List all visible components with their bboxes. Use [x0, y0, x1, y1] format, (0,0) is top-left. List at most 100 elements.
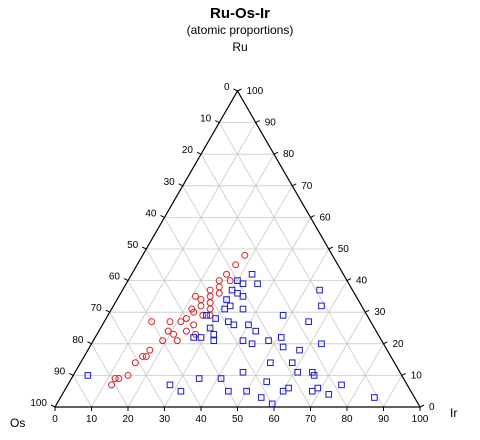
data-point-circle	[111, 375, 119, 383]
tick-label-ru: 90	[265, 118, 277, 129]
data-point-square	[195, 375, 203, 382]
grid-line-ir	[346, 343, 384, 408]
grid-line-ir	[310, 311, 366, 408]
tick-mark-ru	[419, 404, 425, 408]
tick-label-ir: 50	[232, 414, 244, 425]
tick-label-os: 30	[164, 177, 176, 188]
data-point-circle	[173, 337, 181, 345]
tick-mark-os	[105, 309, 110, 313]
data-point-circle	[148, 318, 156, 326]
grid-line-os	[182, 185, 311, 408]
grid-line-os	[218, 122, 384, 408]
tick-label-ru: 50	[338, 244, 350, 255]
tick-label-ru: 30	[374, 307, 386, 318]
tick-mark-ru	[255, 120, 260, 124]
data-point-square	[318, 340, 325, 348]
data-point-square	[263, 378, 270, 386]
tick-mark-os	[123, 278, 129, 282]
data-point-circle	[166, 318, 174, 326]
data-point-circle	[182, 327, 190, 335]
tick-mark-ru	[365, 309, 370, 313]
data-point-square	[248, 340, 256, 348]
tick-label-ru: 20	[393, 339, 405, 350]
data-point-square	[239, 293, 247, 300]
data-point-circle	[206, 305, 214, 313]
data-point-circle	[199, 311, 207, 319]
data-point-square	[318, 302, 325, 310]
tick-label-layer: 0 0 0 10 10 10 20 20 20 30 30 30 40 40 40 50 50 50 60 60 60 7…	[30, 82, 435, 425]
data-point-square	[325, 391, 333, 398]
data-point-square	[84, 372, 92, 379]
data-point-circle	[226, 277, 234, 285]
vertex-label-left: Os	[10, 416, 26, 430]
grid-line-os	[109, 311, 165, 408]
data-point-square	[234, 289, 241, 297]
data-point-square	[212, 315, 219, 322]
data-point-square	[217, 375, 225, 382]
data-point-square	[206, 324, 214, 332]
tick-mark-ru	[346, 278, 352, 282]
grid-line-os	[72, 375, 92, 408]
tick-label-os: 50	[127, 240, 139, 251]
data-point-square	[243, 387, 250, 395]
grid-line-os	[145, 248, 238, 408]
tick-mark-os	[160, 214, 165, 218]
axis-layer	[50, 88, 425, 411]
tick-mark-os	[178, 183, 183, 187]
data-point-square	[177, 387, 185, 395]
tick-mark-os	[69, 372, 74, 376]
data-point-square	[278, 334, 285, 341]
data-point-square	[338, 381, 345, 389]
tick-mark-ru	[292, 183, 297, 187]
data-point-square	[254, 280, 261, 288]
tick-label-os: 0	[224, 82, 230, 93]
data-point-square	[239, 368, 247, 376]
data-point-square	[203, 312, 210, 319]
grid-line-ir	[91, 122, 257, 408]
data-point-square	[197, 334, 205, 341]
data-point-circle	[215, 283, 223, 291]
data-point-circle	[223, 270, 231, 278]
tick-label-ru: 10	[411, 370, 423, 381]
data-point-circle	[159, 337, 167, 345]
tick-label-ir: 60	[268, 414, 280, 425]
data-point-square	[223, 296, 230, 303]
tick-mark-ru	[328, 246, 333, 250]
data-point-square	[225, 387, 232, 395]
chart-title: Ru-Os-Ir	[210, 5, 270, 22]
tick-label-ir: 80	[341, 414, 353, 425]
tick-mark-os	[50, 404, 56, 408]
data-point-square	[309, 387, 316, 395]
grid-layer	[72, 122, 403, 408]
tick-mark-ru	[310, 214, 315, 218]
data-point-square	[305, 318, 312, 325]
tick-mark-os	[196, 151, 202, 155]
data-point-square	[296, 346, 303, 354]
data-point-square	[239, 337, 247, 344]
vertex-label-right: Ir	[450, 406, 458, 420]
tick-mark-os	[215, 120, 220, 124]
data-point-circle	[115, 375, 123, 383]
data-point-circle	[241, 251, 249, 259]
grid-line-ir	[237, 248, 330, 408]
data-point-circle	[197, 296, 205, 304]
grid-line-ir	[383, 375, 403, 408]
tick-label-ir: 20	[122, 414, 134, 425]
tick-label-ru: 100	[247, 86, 264, 97]
data-point-square	[225, 318, 232, 325]
data-point-circle	[124, 371, 132, 379]
tick-label-ru: 80	[283, 149, 295, 160]
data-point-circle	[206, 299, 214, 307]
data-point-square	[190, 334, 197, 341]
data-point-square	[371, 394, 378, 401]
data-point-square	[279, 387, 287, 395]
data-point-circle	[164, 327, 172, 335]
tick-label-os: 70	[91, 303, 103, 314]
data-point-circle	[206, 286, 214, 294]
data-point-layer	[84, 251, 378, 408]
data-point-square	[310, 372, 318, 379]
tick-mark-os	[87, 341, 92, 345]
data-point-circle	[190, 321, 198, 329]
tick-mark-ru	[401, 372, 406, 376]
